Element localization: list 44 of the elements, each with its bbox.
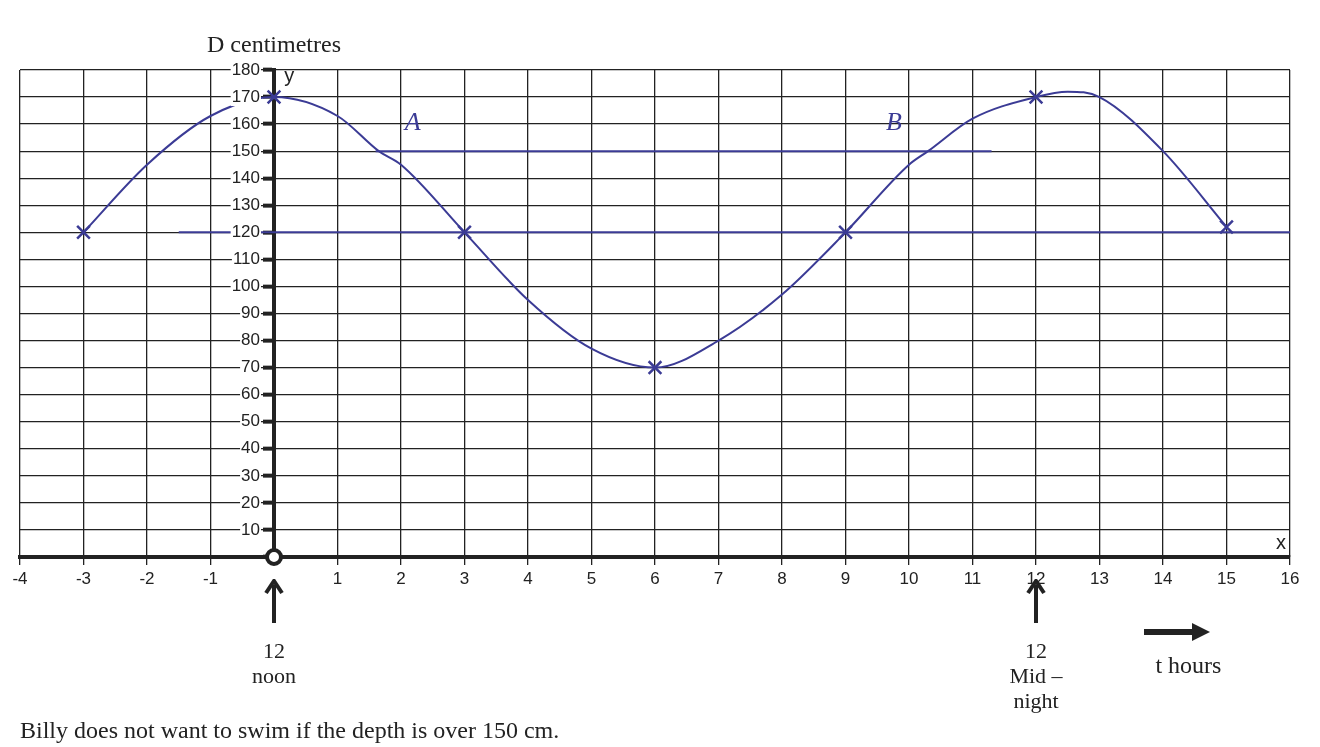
- y-tick-label: 140: [231, 167, 260, 187]
- annotation: x: [1276, 530, 1287, 553]
- y-tick-label: 170: [231, 86, 260, 106]
- y-tick-label: 20: [241, 492, 260, 512]
- text: 12 noon: [252, 637, 296, 688]
- y-tick-label: 90: [241, 303, 260, 323]
- y-tick-label: 80: [241, 330, 260, 350]
- x-tick-label: 2: [396, 568, 406, 588]
- x-tick-label: -2: [139, 568, 155, 588]
- x-tick-label: 1: [332, 568, 343, 588]
- y-tick-label: 130: [231, 194, 260, 214]
- x-tick-label: -1: [202, 568, 219, 588]
- x-tick-label: 7: [713, 568, 724, 588]
- x-tick-label: 8: [777, 568, 787, 588]
- y-tick-label: 10: [241, 519, 260, 539]
- annotation: y: [284, 63, 295, 86]
- y-axis-title: D centimetres: [207, 31, 341, 58]
- y-tick-label: 120: [231, 222, 260, 242]
- x-tick-label: 4: [523, 568, 533, 588]
- x-tick-label: 3: [459, 568, 470, 588]
- x-tick-label: 16: [1280, 568, 1300, 588]
- x-tick-label: 14: [1153, 568, 1173, 588]
- y-tick-label: 150: [231, 140, 260, 160]
- y-tick-label: 110: [232, 249, 260, 269]
- y-tick-label: 60: [241, 384, 260, 404]
- x-tick-label: 13: [1090, 568, 1109, 588]
- y-tick-label: 70: [241, 357, 260, 377]
- x-tick-label: 15: [1217, 568, 1236, 588]
- text: 12 Mid – night: [1009, 637, 1064, 713]
- y-tick-label: 160: [231, 113, 260, 133]
- y-tick-label: 50: [241, 411, 260, 431]
- y-tick-label: 180: [231, 59, 260, 79]
- text: Billy does not want to swim if the depth is over 150 cm.: [20, 717, 560, 744]
- x-tick-label: 10: [899, 568, 919, 588]
- y-tick-label: 30: [241, 465, 260, 485]
- x-tick-label: 6: [650, 568, 660, 588]
- x-tick-label: -4: [12, 568, 28, 588]
- x-tick-label: -3: [75, 568, 92, 588]
- x-tick-label: 11: [963, 568, 982, 588]
- x-axis-title: t hours: [1155, 652, 1222, 679]
- y-tick-label: 40: [241, 438, 260, 458]
- x-tick-label: 5: [586, 568, 597, 588]
- y-tick-label: 100: [231, 276, 260, 296]
- x-tick-label: 9: [840, 568, 851, 588]
